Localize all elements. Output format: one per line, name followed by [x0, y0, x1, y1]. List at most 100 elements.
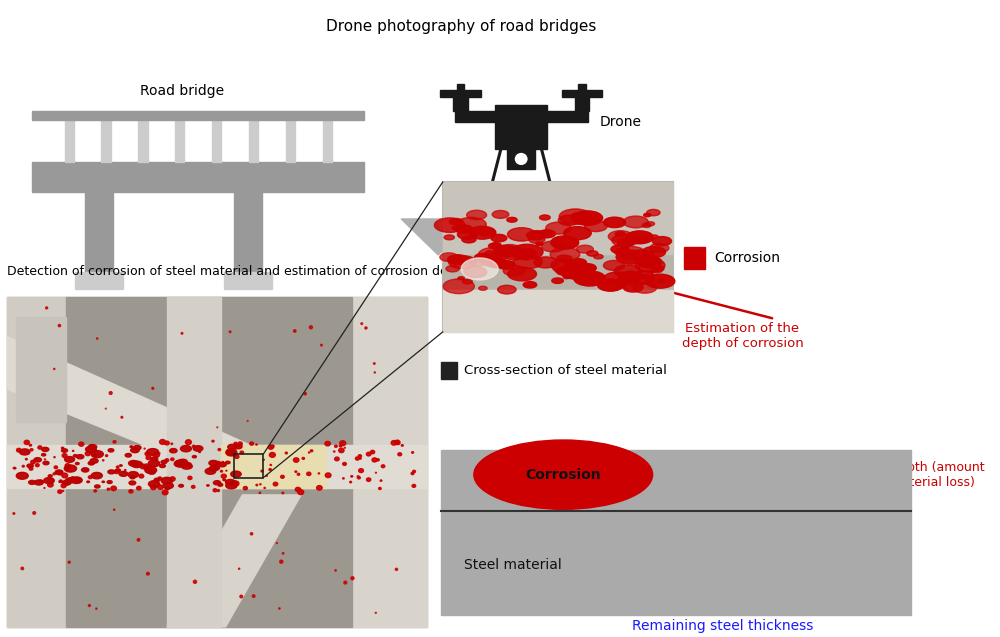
- Ellipse shape: [66, 480, 70, 482]
- Ellipse shape: [374, 372, 375, 373]
- Ellipse shape: [21, 567, 24, 569]
- Ellipse shape: [55, 470, 62, 475]
- Bar: [562, 90, 602, 97]
- Ellipse shape: [533, 231, 546, 238]
- Ellipse shape: [635, 258, 665, 272]
- Ellipse shape: [268, 445, 273, 449]
- Ellipse shape: [191, 485, 195, 488]
- Ellipse shape: [374, 362, 375, 364]
- Ellipse shape: [226, 450, 237, 456]
- Ellipse shape: [116, 466, 119, 468]
- Ellipse shape: [63, 490, 64, 491]
- Ellipse shape: [358, 455, 362, 457]
- Ellipse shape: [474, 440, 653, 510]
- Ellipse shape: [350, 482, 352, 483]
- Bar: [175, 120, 184, 162]
- Ellipse shape: [56, 470, 63, 474]
- Ellipse shape: [212, 440, 214, 442]
- Ellipse shape: [66, 468, 70, 470]
- Ellipse shape: [463, 266, 487, 278]
- Ellipse shape: [645, 274, 675, 288]
- Ellipse shape: [377, 459, 379, 461]
- Ellipse shape: [469, 226, 496, 239]
- Ellipse shape: [574, 271, 606, 286]
- Bar: [7, 445, 427, 489]
- Ellipse shape: [228, 444, 237, 450]
- Ellipse shape: [513, 255, 542, 269]
- Ellipse shape: [58, 473, 61, 475]
- Ellipse shape: [491, 252, 504, 258]
- Ellipse shape: [171, 458, 174, 461]
- Ellipse shape: [307, 472, 311, 476]
- Ellipse shape: [154, 453, 160, 457]
- Ellipse shape: [334, 451, 335, 452]
- Bar: [443, 182, 673, 332]
- Ellipse shape: [335, 457, 339, 461]
- Ellipse shape: [619, 271, 642, 282]
- Ellipse shape: [450, 218, 463, 225]
- Ellipse shape: [217, 490, 219, 492]
- Ellipse shape: [111, 486, 116, 490]
- Ellipse shape: [147, 573, 149, 575]
- Ellipse shape: [587, 251, 598, 256]
- Ellipse shape: [19, 449, 30, 455]
- Ellipse shape: [106, 455, 108, 457]
- Ellipse shape: [444, 235, 454, 240]
- Ellipse shape: [22, 466, 24, 467]
- Ellipse shape: [13, 513, 15, 514]
- Ellipse shape: [185, 462, 191, 466]
- Ellipse shape: [234, 444, 242, 449]
- Ellipse shape: [351, 576, 354, 580]
- Ellipse shape: [282, 492, 284, 494]
- Ellipse shape: [147, 448, 159, 455]
- Ellipse shape: [264, 487, 265, 489]
- Ellipse shape: [499, 245, 521, 255]
- Ellipse shape: [64, 465, 77, 472]
- Ellipse shape: [161, 461, 167, 464]
- Ellipse shape: [137, 486, 141, 490]
- Ellipse shape: [633, 250, 650, 258]
- Ellipse shape: [125, 454, 131, 457]
- Ellipse shape: [339, 448, 344, 453]
- Ellipse shape: [178, 459, 188, 464]
- Ellipse shape: [85, 469, 88, 471]
- Ellipse shape: [145, 452, 149, 455]
- Bar: [443, 182, 673, 254]
- Ellipse shape: [161, 477, 173, 484]
- Ellipse shape: [541, 241, 565, 252]
- Ellipse shape: [91, 473, 102, 479]
- Ellipse shape: [650, 243, 669, 252]
- Ellipse shape: [222, 461, 224, 462]
- Ellipse shape: [231, 471, 241, 477]
- Ellipse shape: [82, 468, 89, 472]
- Ellipse shape: [558, 215, 580, 225]
- Ellipse shape: [563, 275, 570, 279]
- Ellipse shape: [614, 265, 642, 278]
- Ellipse shape: [175, 460, 187, 467]
- Ellipse shape: [344, 581, 347, 584]
- Ellipse shape: [162, 490, 168, 495]
- Ellipse shape: [48, 482, 53, 487]
- Ellipse shape: [556, 267, 574, 275]
- Text: Detection of corrosion of steel material and estimation of corrosion depth by im: Detection of corrosion of steel material…: [7, 266, 622, 278]
- Ellipse shape: [396, 441, 400, 445]
- Ellipse shape: [507, 227, 536, 241]
- Ellipse shape: [42, 447, 49, 452]
- Ellipse shape: [298, 490, 304, 494]
- Ellipse shape: [546, 222, 571, 234]
- Bar: [65, 120, 74, 162]
- Bar: [85, 192, 113, 272]
- Ellipse shape: [205, 468, 216, 475]
- Ellipse shape: [174, 461, 185, 467]
- Ellipse shape: [102, 481, 104, 482]
- Ellipse shape: [494, 245, 518, 257]
- Ellipse shape: [114, 469, 119, 473]
- Ellipse shape: [97, 338, 98, 339]
- Ellipse shape: [357, 476, 360, 479]
- Ellipse shape: [636, 255, 659, 266]
- Bar: [352, 297, 427, 627]
- Ellipse shape: [550, 247, 580, 261]
- Ellipse shape: [226, 482, 237, 489]
- Ellipse shape: [65, 464, 70, 468]
- Ellipse shape: [29, 444, 32, 446]
